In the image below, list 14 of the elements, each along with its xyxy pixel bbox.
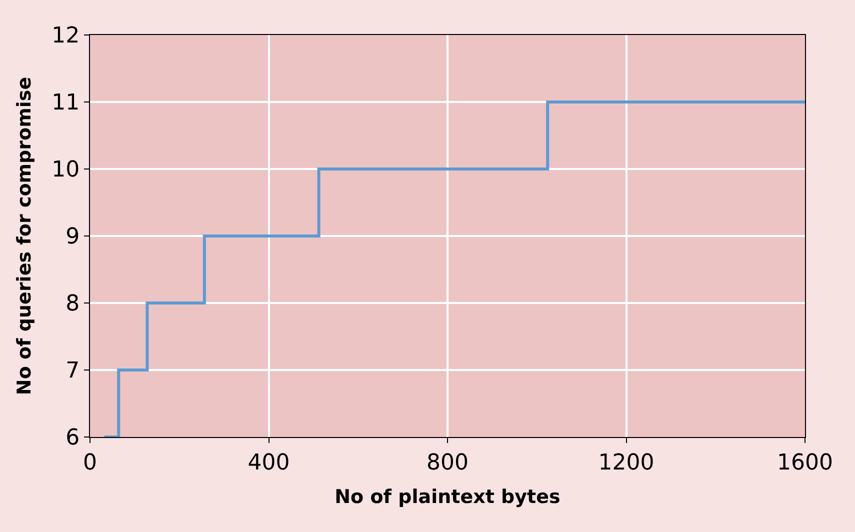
y-tick-label: 6 <box>66 426 80 451</box>
y-tick-label: 9 <box>66 224 80 250</box>
y-tick-label: 11 <box>52 90 80 116</box>
x-axis-title: No of plaintext bytes <box>334 486 560 508</box>
y-tick-label: 8 <box>66 292 80 317</box>
y-tick-label: 7 <box>66 358 80 384</box>
x-tick-label: 0 <box>83 450 97 476</box>
y-tick-label: 12 <box>52 24 80 49</box>
y-axis-title: No of queries for compromise <box>13 76 36 396</box>
x-tick-label: 1600 <box>777 450 833 476</box>
x-tick-label: 400 <box>248 450 290 476</box>
y-tick-label: 10 <box>52 158 80 183</box>
x-tick-label: 800 <box>426 450 468 476</box>
x-tick-label: 1200 <box>598 450 654 476</box>
